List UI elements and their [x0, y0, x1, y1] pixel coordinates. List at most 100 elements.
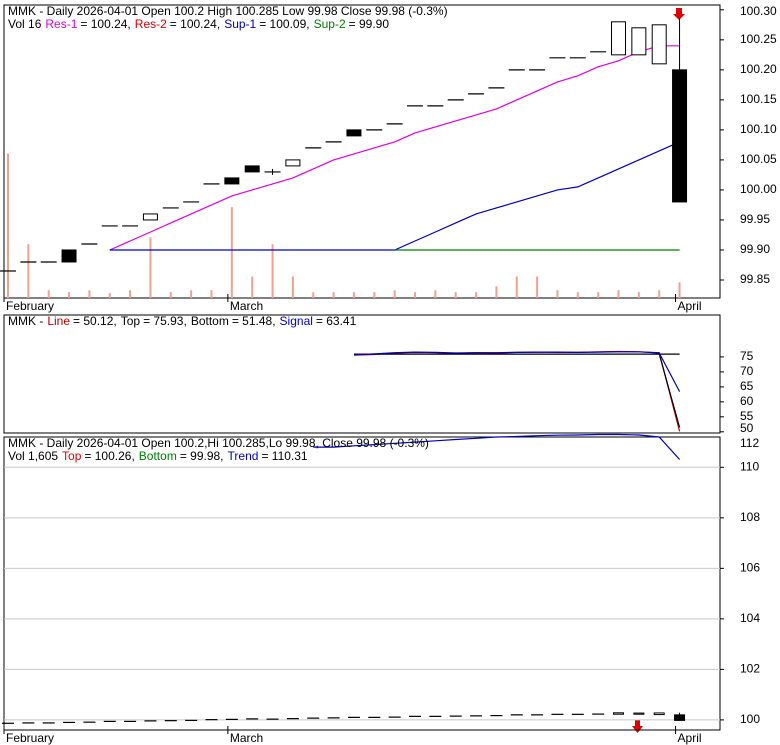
volume-bar	[373, 292, 376, 298]
legend-name: Line	[47, 314, 70, 328]
y-tick-label: 100.00	[740, 182, 777, 196]
volume-bar	[352, 292, 355, 298]
candle-body	[653, 712, 665, 716]
legend: MMK - Daily 2026-04-01 Open 100.2 High 1…	[8, 4, 448, 18]
chart-subtitle: Vol 16	[8, 17, 42, 31]
y-tick-label: 100.25	[740, 32, 777, 46]
legend: MMK - Daily 2026-04-01 Open 100.2,Hi 100…	[8, 436, 429, 450]
series-line	[353, 351, 681, 392]
candle-body	[611, 21, 626, 56]
volume-bar	[556, 290, 559, 298]
panel-frame	[3, 4, 721, 299]
legend-value: = 100.09,	[259, 17, 309, 31]
candle-body	[224, 177, 240, 185]
signal-arrow	[632, 720, 643, 733]
y-tick-label: 99.95	[740, 212, 770, 226]
legend-value: = 110.31	[261, 449, 307, 463]
x-tick-label: April	[678, 731, 702, 745]
volume-bar	[658, 290, 661, 298]
y-tick-label: 100	[740, 712, 760, 726]
legend: Vol 1,605 Top = 100.26, Bottom = 99.98, Trend…	[8, 449, 308, 463]
y-tick-label: 55	[740, 409, 754, 423]
volume-bar	[637, 292, 640, 298]
volume-bar	[7, 153, 9, 298]
legend-value: = 51.48,	[232, 314, 276, 328]
candle-body	[633, 712, 645, 715]
y-tick-label: 60	[740, 394, 754, 408]
legend-value: = 75.93,	[143, 314, 187, 328]
signal-arrow	[673, 8, 685, 20]
volume-bar	[68, 292, 71, 298]
volume-bar	[332, 292, 335, 298]
panel-frame	[3, 436, 721, 731]
legend-name: Top	[121, 314, 141, 328]
volume-bar	[617, 290, 620, 298]
volume-bar	[495, 286, 498, 298]
legend-value: = 100.24,	[170, 17, 220, 31]
candle-body	[674, 714, 686, 721]
volume-bar	[515, 276, 518, 298]
series-line	[313, 433, 681, 460]
y-tick-label: 50	[740, 421, 754, 435]
volume-bar	[678, 282, 681, 298]
x-tick-label: February	[6, 731, 54, 745]
volume-bar	[108, 293, 111, 298]
volume-bar	[597, 292, 600, 298]
y-tick-label: 65	[740, 379, 754, 393]
volume-bar	[190, 290, 193, 298]
legend-name: Bottom	[139, 449, 177, 463]
legend-value: = 99.90	[349, 17, 390, 31]
chart-title: MMK - Daily 2026-04-01 Open 100.2,Hi 100…	[8, 436, 429, 450]
y-tick-label: 106	[740, 561, 760, 575]
chart-title: MMK - Daily 2026-04-01 Open 100.2 High 1…	[8, 4, 448, 18]
volume-bar	[475, 292, 478, 298]
volume-bar	[434, 290, 437, 298]
candle-body	[672, 69, 688, 203]
legend-name: Trend	[228, 449, 259, 463]
volume-bar	[312, 292, 315, 298]
volume-bar	[251, 276, 254, 298]
candle-body	[613, 712, 624, 715]
legend-value: = 50.12,	[73, 314, 117, 328]
volume-bar	[149, 237, 152, 298]
volume-bar	[291, 276, 294, 298]
legend: Vol 16 Res-1 = 100.24, Res-2 = 100.24, Sup-1 =…	[8, 17, 389, 31]
legend: MMK - Line = 50.12, Top = 75.93, Bottom = 51.4…	[8, 314, 357, 328]
volume-bar	[271, 244, 274, 298]
y-tick-label: 99.90	[740, 242, 770, 256]
volume-bar	[169, 292, 172, 298]
series-line	[658, 353, 681, 428]
x-tick-label: April	[678, 299, 702, 313]
volume-bar	[454, 292, 457, 298]
volume-bar	[393, 290, 396, 298]
y-tick-label: 108	[740, 510, 760, 524]
candle-body	[142, 213, 158, 221]
y-tick-label: 100.10	[740, 122, 777, 136]
legend-name: Res-1	[45, 17, 77, 31]
panel-frame	[3, 314, 721, 434]
volume-bar	[210, 290, 213, 298]
volume-bar	[88, 290, 91, 298]
candle-body	[61, 249, 77, 263]
x-tick-label: February	[6, 299, 54, 313]
chart-title: MMK -	[8, 314, 43, 328]
legend-name: Res-2	[135, 17, 167, 31]
volume-bar	[576, 292, 579, 298]
legend-name: Sup-1	[224, 17, 256, 31]
legend-name: Signal	[280, 314, 313, 328]
legend-name: Bottom	[191, 314, 229, 328]
candle-body	[631, 27, 647, 56]
candle-body	[285, 159, 301, 167]
candle-body	[346, 129, 362, 137]
volume-bar	[414, 292, 416, 298]
y-tick-label: 110	[740, 459, 759, 473]
volume-bar	[536, 276, 539, 298]
y-tick-label: 100.05	[740, 152, 777, 166]
y-tick-label: 100.20	[740, 62, 777, 76]
volume-bar	[230, 207, 233, 298]
legend-value: = 63.41	[316, 314, 357, 328]
legend-value: = 100.24,	[80, 17, 130, 31]
